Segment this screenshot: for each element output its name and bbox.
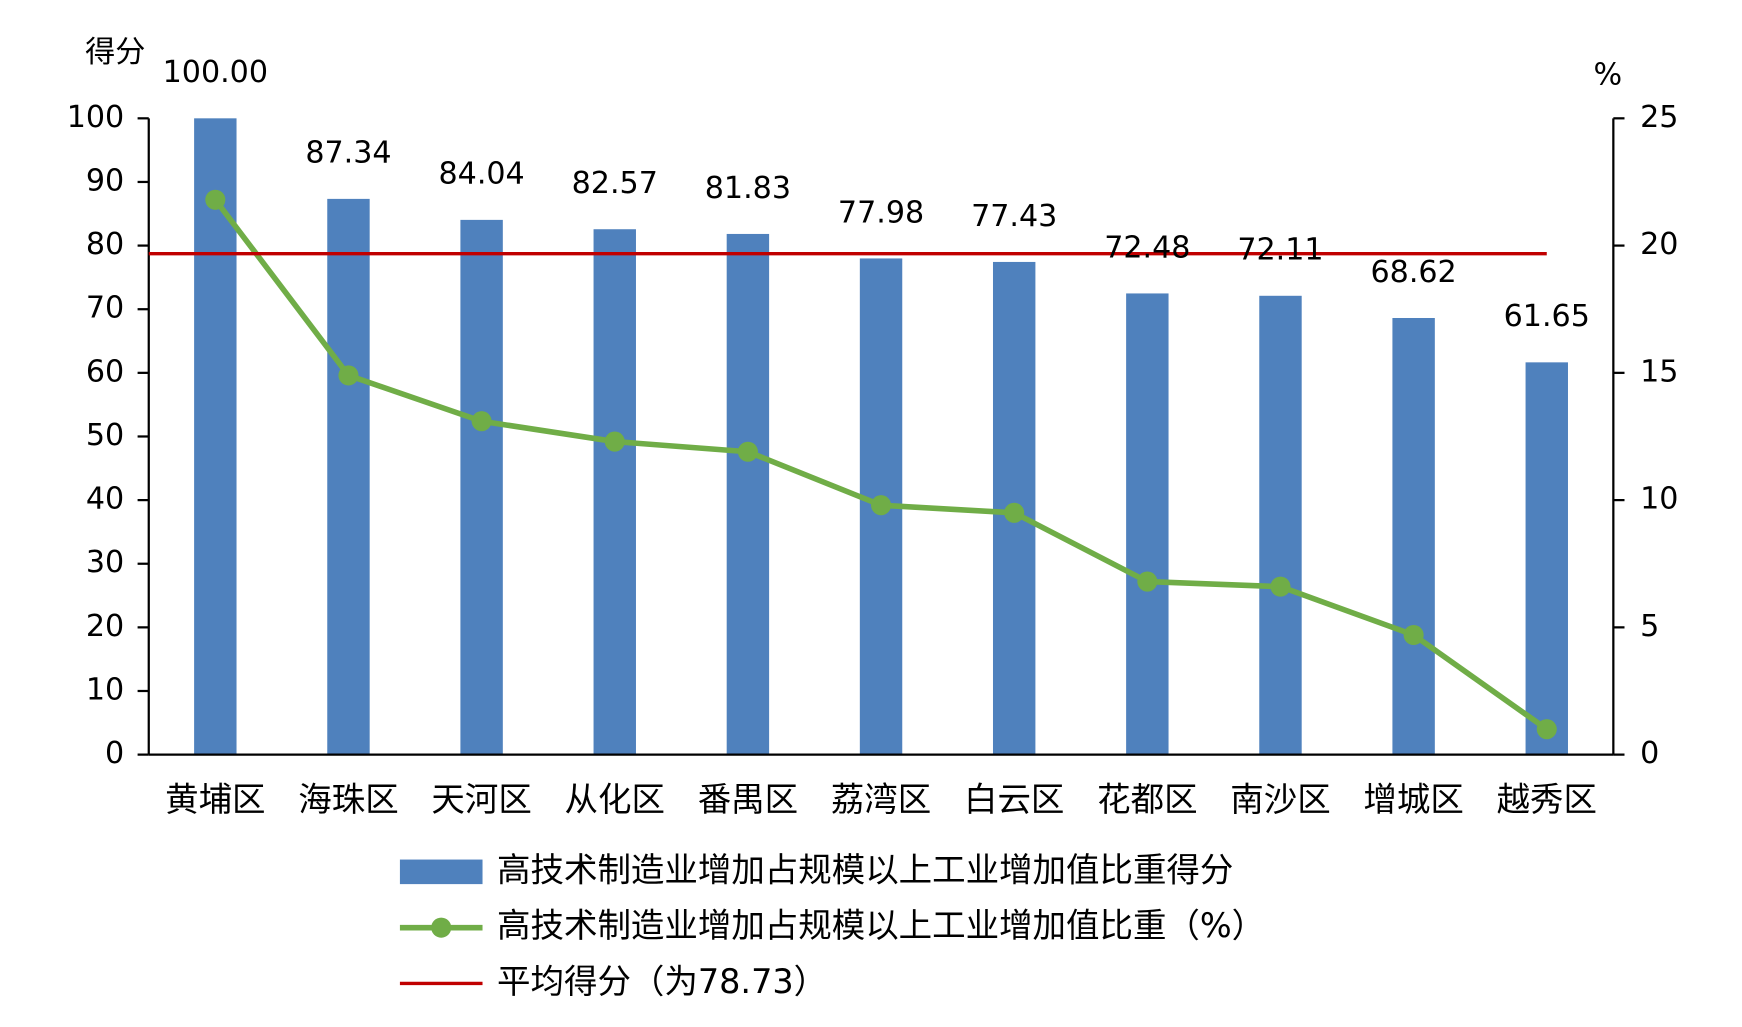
y-tick-label: 50 (86, 418, 124, 453)
x-tick-label: 花都区 (1097, 780, 1197, 819)
legend-swatch (399, 859, 483, 885)
data-label: 77.43 (971, 199, 1057, 234)
line-marker (471, 411, 492, 432)
y-axis-title: 得分 (85, 35, 145, 70)
bar (1259, 295, 1302, 755)
y2-tick-label: 10 (1640, 482, 1678, 517)
line-marker (737, 441, 758, 462)
y-tick-label: 100 (67, 100, 124, 135)
line-marker (604, 431, 625, 452)
y-tick-label: 60 (86, 354, 124, 389)
data-label: 81.83 (705, 171, 791, 206)
x-tick-label: 从化区 (565, 780, 665, 819)
y2-tick-label: 0 (1640, 736, 1659, 771)
data-label: 61.65 (1504, 299, 1590, 334)
x-tick-label: 南沙区 (1230, 780, 1330, 819)
y-tick-label: 30 (86, 545, 124, 580)
bar (460, 219, 503, 755)
data-label: 82.57 (572, 166, 658, 201)
y-tick-label: 0 (105, 736, 124, 771)
line-marker (1536, 719, 1557, 740)
y2-tick-label: 25 (1640, 100, 1678, 135)
line-marker (1270, 576, 1291, 597)
legend-marker (431, 917, 452, 938)
legend-label: 高技术制造业增加占规模以上工业增加值比重得分 (497, 850, 1233, 889)
y2-axis-title: % (1593, 57, 1622, 92)
bar (327, 198, 370, 755)
line-marker (1137, 571, 1158, 592)
y-tick-label: 70 (86, 291, 124, 326)
data-label: 100.00 (163, 55, 268, 90)
line-marker (871, 495, 892, 516)
data-label: 77.98 (838, 195, 924, 230)
legend-label: 高技术制造业增加占规模以上工业增加值比重（%） (497, 906, 1265, 945)
line-marker (205, 189, 226, 210)
line-marker (1004, 502, 1025, 523)
data-label: 87.34 (305, 136, 391, 171)
y-tick-label: 20 (86, 609, 124, 644)
line-marker (1403, 624, 1424, 646)
x-tick-label: 白云区 (964, 780, 1064, 819)
x-tick-label: 海珠区 (298, 780, 398, 819)
bar (1525, 362, 1568, 755)
bar (726, 233, 770, 755)
x-tick-label: 天河区 (431, 780, 531, 819)
bar (593, 229, 636, 755)
bar (194, 118, 237, 755)
data-label: 84.04 (438, 157, 524, 192)
y2-tick-label: 20 (1640, 227, 1678, 262)
x-tick-label: 荔湾区 (831, 780, 931, 819)
line-marker (338, 365, 359, 386)
x-tick-label: 黄埔区 (165, 780, 265, 819)
bar (1126, 293, 1169, 755)
bar (1392, 317, 1435, 755)
y2-tick-label: 15 (1640, 354, 1678, 389)
data-label: 68.62 (1371, 255, 1457, 290)
y-tick-label: 80 (86, 227, 124, 262)
data-label: 72.11 (1237, 233, 1323, 268)
data-label: 72.48 (1104, 230, 1190, 265)
legend-label: 平均得分（为78.73） (497, 962, 827, 1001)
y-tick-label: 10 (86, 672, 124, 707)
y2-tick-label: 5 (1640, 609, 1659, 644)
x-tick-label: 越秀区 (1497, 780, 1597, 819)
x-tick-label: 增城区 (1363, 780, 1463, 819)
x-tick-label: 番禺区 (698, 780, 798, 819)
y-tick-label: 90 (86, 163, 124, 198)
y-tick-label: 40 (86, 482, 124, 517)
